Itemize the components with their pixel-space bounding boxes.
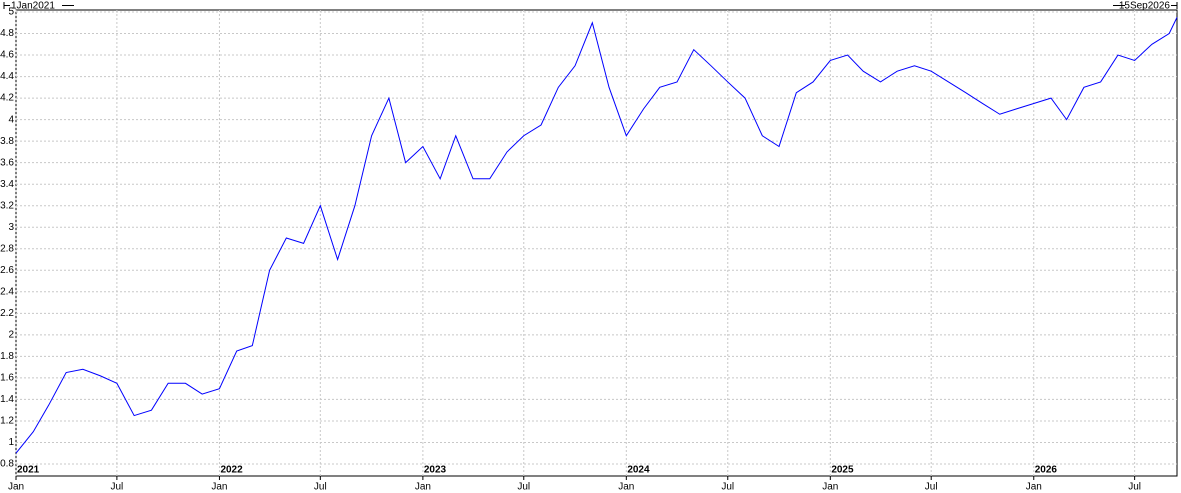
x-tick-label: Jul	[721, 482, 734, 493]
start-label: 1Jan2021	[11, 1, 55, 12]
line-series	[15, 17, 1178, 454]
year-label: 2026	[1035, 465, 1058, 476]
y-tick-label: 1.6	[0, 373, 14, 384]
y-tick-label: 2.6	[0, 265, 14, 276]
y-tick-label: 3	[8, 222, 14, 233]
y-tick-label: 2.4	[0, 286, 14, 297]
y-tick-label: 3.4	[0, 179, 14, 190]
x-tick-label: Jul	[314, 482, 327, 493]
x-tick-label: Jan	[1026, 482, 1042, 493]
x-tick-label: Jan	[415, 482, 431, 493]
y-tick-label: 4.8	[0, 28, 14, 39]
x-tick-label: Jul	[925, 482, 938, 493]
plot-frame	[15, 9, 1178, 477]
year-label: 2022	[220, 465, 243, 476]
y-tick-label: 3.6	[0, 157, 14, 168]
y-tick-label: 3.8	[0, 136, 14, 147]
x-tick-label: Jan	[618, 482, 634, 493]
y-tick-label: 1.8	[0, 351, 14, 362]
year-label: 2023	[424, 465, 447, 476]
x-tick-label: Jul	[110, 482, 123, 493]
y-tick-label: 4	[8, 114, 14, 125]
end-label: 15Sep2026	[1119, 1, 1171, 12]
x-tick-label: Jul	[1128, 482, 1141, 493]
y-tick-label: 3.2	[0, 200, 14, 211]
y-tick-label: 2	[8, 329, 14, 340]
y-tick-label: 5	[8, 7, 14, 18]
y-tick-label: 1	[8, 437, 14, 448]
x-tick-label: Jul	[517, 482, 530, 493]
x-tick-label: Jan	[211, 482, 227, 493]
y-tick-label: 0.8	[0, 459, 14, 470]
y-tick-label: 4.6	[0, 50, 14, 61]
year-label: 2025	[831, 465, 854, 476]
y-tick-label: 1.4	[0, 394, 14, 405]
year-label: 2021	[17, 465, 40, 476]
y-tick-label: 4.2	[0, 93, 14, 104]
year-label: 2024	[627, 465, 650, 476]
x-tick-label: Jan	[8, 482, 24, 493]
y-tick-label: 2.8	[0, 243, 14, 254]
x-tick-label: Jan	[822, 482, 838, 493]
y-tick-label: 1.2	[0, 416, 14, 427]
y-tick-label: 4.4	[0, 71, 14, 82]
y-tick-label: 2.2	[0, 308, 14, 319]
